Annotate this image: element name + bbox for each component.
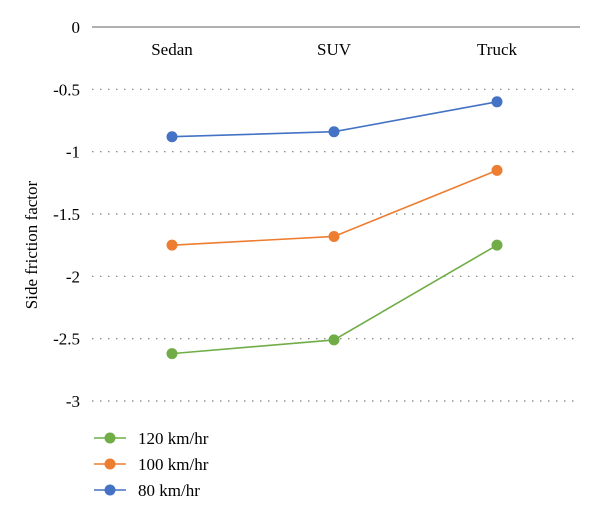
legend-marker-swatch <box>104 432 116 444</box>
data-point <box>491 239 503 251</box>
legend-label: 80 km/hr <box>138 481 200 500</box>
legend-marker-swatch <box>104 484 116 496</box>
legend-label: 100 km/hr <box>138 455 209 474</box>
data-point <box>328 230 340 242</box>
y-tick-label: -1 <box>66 143 80 162</box>
gridlines <box>92 26 580 402</box>
y-tick-label: 0 <box>72 18 81 37</box>
data-point <box>491 96 503 108</box>
category-label: Sedan <box>151 40 193 59</box>
y-tick-label: -1.5 <box>53 205 80 224</box>
legend: 120 km/hr 100 km/hr 80 km/hr <box>94 429 209 500</box>
legend-label: 120 km/hr <box>138 429 209 448</box>
series-line <box>166 164 503 251</box>
series-line <box>166 96 503 143</box>
category-label: Truck <box>477 40 517 59</box>
y-tick-label: -0.5 <box>53 80 80 99</box>
data-point <box>491 164 503 176</box>
y-tick-label: -2.5 <box>53 330 80 349</box>
y-tick-labels: 0 -0.5 -1 -1.5 -2 -2.5 -3 <box>53 18 80 411</box>
legend-item: 100 km/hr <box>94 455 209 474</box>
series-line <box>166 239 503 360</box>
category-label: SUV <box>317 40 352 59</box>
legend-item: 120 km/hr <box>94 429 209 448</box>
data-point <box>328 334 340 346</box>
data-point <box>328 126 340 138</box>
y-tick-label: -3 <box>66 392 80 411</box>
y-tick-label: -2 <box>66 267 80 286</box>
legend-item: 80 km/hr <box>94 481 200 500</box>
legend-marker-swatch <box>104 458 116 470</box>
category-labels: Sedan SUV Truck <box>151 40 517 59</box>
data-point <box>166 348 178 360</box>
y-axis-title: Side friction factor <box>22 180 41 309</box>
series-group <box>166 96 503 360</box>
data-point <box>166 239 178 251</box>
data-point <box>166 131 178 143</box>
